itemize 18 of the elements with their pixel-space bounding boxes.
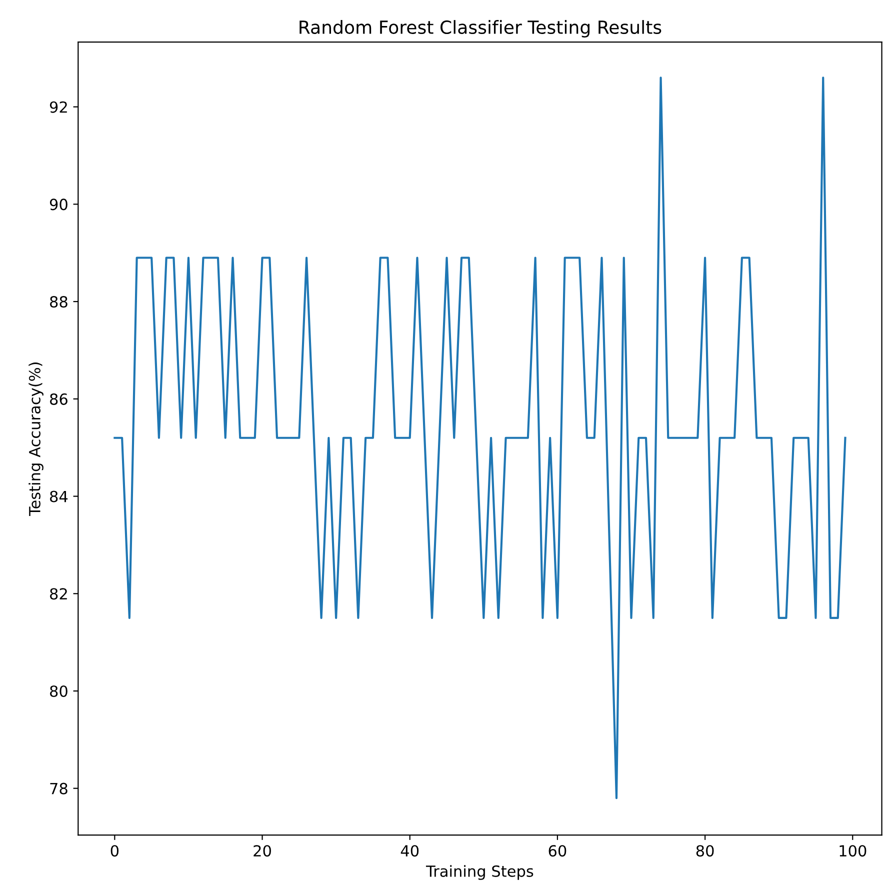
x-tick-label: 20 [254, 845, 271, 857]
x-tick-label: 100 [840, 845, 866, 857]
y-tick-label: 78 [50, 782, 68, 794]
x-tick-label: 60 [548, 845, 566, 857]
x-axis-title: Training Steps [426, 865, 534, 880]
x-tick-label: 80 [696, 845, 714, 857]
y-tick-label: 80 [50, 685, 68, 698]
y-axis-title: Testing Accuracy(%) [28, 362, 44, 516]
chart-title: Random Forest Classifier Testing Results [300, 20, 662, 38]
line-series [114, 76, 846, 800]
y-tick-label: 92 [50, 101, 67, 113]
y-tick-label: 90 [50, 198, 68, 210]
y-tick-label: 84 [50, 490, 68, 502]
y-tick-label: 82 [50, 588, 67, 600]
y-tick-label: 88 [50, 296, 68, 308]
y-tick-label: 86 [50, 393, 68, 405]
x-tick-label: 40 [400, 845, 419, 857]
x-tick-label: 0 [110, 845, 119, 857]
